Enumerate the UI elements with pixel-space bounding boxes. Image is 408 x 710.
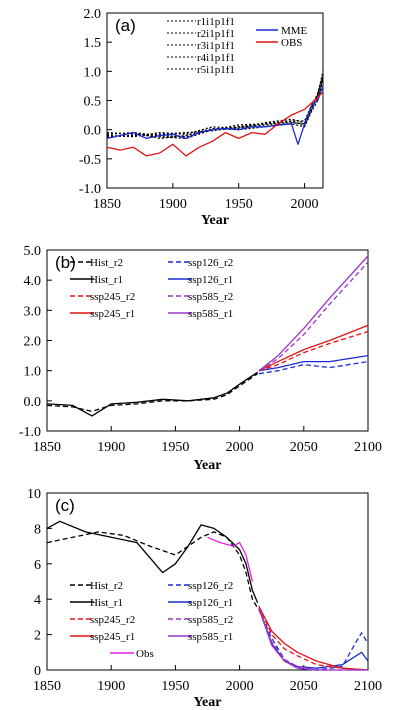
x-tick-label: 1950 (161, 440, 189, 455)
y-tick-label: 10 (27, 487, 41, 502)
series-line-ssp126_r1 (258, 354, 369, 372)
legend-label: ssp126_r1 (188, 597, 233, 609)
panel-label: (b) (55, 253, 76, 272)
panel-2: -1.0 0.0 1.0 2.0 3.0 4.0 5.0 1850 1900 1950 2000 20… (19, 244, 382, 473)
x-tick-label: 2050 (290, 440, 318, 455)
x-tick-label: 2050 (290, 679, 318, 694)
series-line-MME (106, 85, 324, 145)
series-line-Hist_r1 (46, 520, 259, 603)
y-tick-label: 8 (34, 522, 41, 537)
legend-label: ssp585_r2 (188, 614, 233, 626)
y-tick-label: 2.0 (24, 335, 42, 350)
legend-label: Hist_r2 (90, 580, 123, 592)
legend-label: ssp245_r1 (90, 631, 135, 643)
legend-label: ssp585_r1 (188, 631, 233, 643)
series-line-ssp585_r2 (258, 609, 368, 671)
legend-label: Hist_r1 (90, 274, 123, 286)
legend-label: ssp245_r2 (90, 291, 135, 303)
series-line-r3i1p1f1 (106, 79, 324, 140)
x-tick-label: 1900 (97, 440, 125, 455)
series-line-Obs (207, 536, 254, 582)
x-tick-label: 1850 (93, 197, 121, 212)
series-line-ssp585_r1 (258, 255, 369, 372)
x-tick-label: 2100 (354, 440, 382, 455)
y-tick-label: 2 (34, 629, 41, 644)
y-tick-label: 0 (34, 664, 41, 679)
y-tick-label: 4 (34, 593, 41, 608)
y-tick-label: 3.0 (24, 304, 42, 319)
series-line-Hist_r1 (46, 371, 258, 417)
y-tick-label: -1.0 (19, 425, 41, 440)
series-line-ssp126_r2 (258, 609, 369, 671)
series-line-OBS (106, 91, 324, 157)
panel-3: 0 2 4 6 8 10 1850 1900 1950 2000 2050 2100 Year (c) Hi… (27, 487, 382, 710)
x-tick-label: 1900 (159, 197, 187, 212)
legend-label: r3i1p1f1 (197, 40, 235, 52)
y-tick-label: 5.0 (24, 244, 42, 259)
legend-label: Hist_r2 (90, 257, 123, 269)
legend-label: ssp126_r1 (188, 274, 233, 286)
x-axis-label: Year (201, 213, 229, 228)
x-axis-label: Year (194, 458, 222, 473)
y-tick-label: -1.0 (79, 182, 101, 197)
legend-label: Obs (136, 648, 154, 660)
series-line-r2i1p1f1 (106, 77, 324, 138)
legend-label: Hist_r1 (90, 597, 123, 609)
panel-1: -1.0 -0.5 0.0 0.5 1.0 1.5 2.0 1850 1900 1950 2000 Y… (79, 7, 324, 228)
x-tick-label: 1950 (225, 197, 253, 212)
y-tick-label: 0.0 (84, 124, 102, 139)
series-line-Hist_r2 (46, 531, 259, 609)
legend-label: ssp126_r2 (188, 580, 233, 592)
legend-label: ssp585_r2 (188, 291, 233, 303)
x-axis-label: Year (194, 695, 222, 710)
series-line-ssp126_r2 (258, 360, 369, 375)
y-tick-label: 0.0 (24, 395, 42, 410)
y-tick-label: 4.0 (24, 274, 42, 289)
x-tick-label: 1950 (161, 679, 189, 694)
x-tick-label: 1900 (97, 679, 125, 694)
series-line-ssp585_r2 (258, 261, 369, 372)
series-line-ssp245_r1 (258, 324, 369, 372)
panel-label: (c) (55, 496, 75, 515)
x-tick-label: 2100 (354, 679, 382, 694)
series-line-ssp585_r1 (258, 607, 368, 671)
series-line-Hist_r2 (46, 373, 258, 413)
series-line-ssp245_r2 (258, 606, 369, 671)
legend-label: ssp245_r2 (90, 614, 135, 626)
legend-label: r4i1p1f1 (197, 52, 235, 64)
series-line-r4i1p1f1 (106, 74, 324, 138)
y-tick-label: -0.5 (79, 153, 101, 168)
legend-label: MME (281, 25, 308, 37)
legend-label: ssp126_r2 (188, 257, 233, 269)
legend-label: ssp585_r1 (188, 308, 233, 320)
legend-label: OBS (281, 37, 302, 49)
y-tick-label: 2.0 (84, 7, 102, 22)
legend-label: r5i1p1f1 (197, 64, 235, 76)
legend-label: ssp245_r1 (90, 308, 135, 320)
x-tick-label: 1850 (33, 440, 61, 455)
y-tick-label: 6 (34, 558, 41, 573)
y-tick-label: 1.0 (84, 65, 102, 80)
series-line-ssp245_r2 (258, 330, 369, 372)
x-tick-label: 2000 (226, 440, 254, 455)
y-tick-label: 1.5 (84, 36, 102, 51)
panel-label: (a) (115, 16, 136, 35)
series-line-ssp245_r1 (258, 606, 369, 671)
y-tick-label: 1.0 (24, 365, 42, 380)
legend-label: r2i1p1f1 (197, 28, 235, 40)
series-line-ssp126_r1 (258, 607, 369, 669)
y-tick-label: 0.5 (84, 95, 102, 110)
legend-label: r1i1p1f1 (197, 16, 235, 28)
plot-frame (46, 492, 369, 671)
x-tick-label: 2000 (226, 679, 254, 694)
x-tick-label: 1850 (33, 679, 61, 694)
x-tick-label: 2000 (291, 197, 319, 212)
